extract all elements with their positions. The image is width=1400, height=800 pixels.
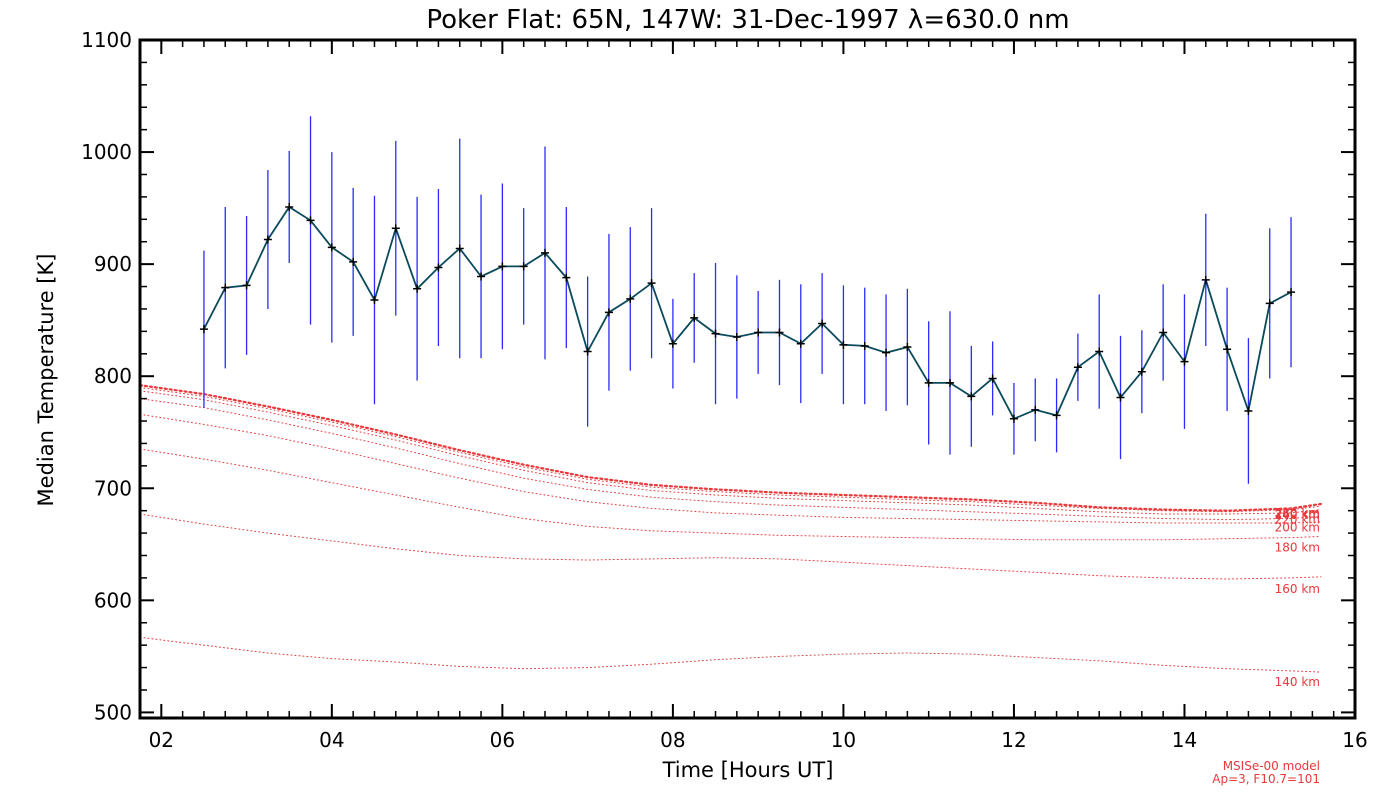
- data-point: [647, 279, 656, 288]
- data-point: [263, 235, 272, 244]
- y-tick-label: 900: [94, 252, 132, 276]
- model-curve: [139, 386, 1322, 513]
- model-note-line-1: MSISe-00 model: [1223, 759, 1320, 773]
- altitude-label: 280 km: [1275, 506, 1320, 520]
- model-curve: [139, 636, 1322, 673]
- data-point: [242, 281, 251, 290]
- x-tick-label: 08: [660, 728, 685, 752]
- data-point: [1095, 347, 1104, 356]
- data-point: [221, 283, 230, 292]
- data-point: [1287, 288, 1296, 297]
- altitude-label: 240 km: [1275, 508, 1320, 522]
- data-point: [349, 257, 358, 266]
- y-tick-label: 1100: [81, 28, 132, 52]
- data-point: [455, 244, 464, 253]
- series-line: [203, 205, 1292, 420]
- data-point: [1180, 357, 1189, 366]
- data-point: [306, 216, 315, 225]
- data-point: [988, 374, 997, 383]
- x-tick-label: 02: [149, 728, 174, 752]
- data-point: [1031, 405, 1040, 414]
- data-point: [754, 328, 763, 337]
- data-point: [1052, 411, 1061, 420]
- data-point: [839, 340, 848, 349]
- data-point: [370, 295, 379, 304]
- y-axis-label: Median Temperature [K]: [34, 254, 58, 507]
- data-point: [1201, 275, 1210, 284]
- model-curve: [139, 413, 1322, 524]
- y-tick-label: 1000: [81, 140, 132, 164]
- data-point: [775, 328, 784, 337]
- data-point: [1137, 367, 1146, 376]
- data-point: [391, 224, 400, 233]
- data-point: [626, 294, 635, 303]
- x-axis-label: Time [Hours UT]: [662, 758, 834, 782]
- y-tick-label: 500: [94, 700, 132, 724]
- data-point: [199, 325, 208, 334]
- data-point: [1073, 363, 1082, 372]
- data-point: [541, 248, 549, 257]
- data-point: [477, 272, 486, 281]
- x-tick-label: 06: [490, 728, 515, 752]
- y-tick-label: 700: [94, 476, 132, 500]
- data-point: [882, 348, 891, 357]
- model-curve: [138, 384, 1323, 512]
- chart-title: Poker Flat: 65N, 147W: 31-Dec-1997 λ=630…: [426, 5, 1069, 35]
- data-point: [562, 273, 571, 282]
- altitude-label: 160 km: [1275, 582, 1320, 596]
- data-point: [690, 313, 699, 322]
- data-point: [519, 262, 528, 271]
- data-point: [1009, 414, 1018, 423]
- plot-frame: [138, 38, 1357, 720]
- altitude-label: 200 km: [1275, 521, 1320, 535]
- data-point: [818, 319, 827, 328]
- data-point: [434, 263, 443, 272]
- x-tick-label: 14: [1172, 728, 1197, 752]
- data-point: [796, 339, 805, 348]
- data-point: [1265, 299, 1274, 308]
- data-point: [924, 378, 933, 387]
- x-tick-label: 12: [1001, 728, 1026, 752]
- data-point: [1159, 328, 1168, 337]
- altitude-label: 140 km: [1275, 675, 1320, 689]
- data-point: [285, 202, 294, 211]
- model-curve: [139, 513, 1322, 580]
- y-tick-label: 600: [94, 588, 132, 612]
- data-point: [711, 329, 720, 338]
- y-tick-label: 800: [94, 364, 132, 388]
- altitude-label: 220 km: [1275, 513, 1320, 527]
- altitude-label: 260 km: [1275, 507, 1320, 521]
- data-point: [1223, 345, 1232, 354]
- data-point: [668, 339, 677, 348]
- data-point: [903, 343, 912, 352]
- data-point: [860, 341, 869, 350]
- model-curve: [139, 448, 1322, 541]
- x-tick-label: 10: [831, 728, 856, 752]
- data-point: [327, 243, 336, 252]
- data-point: [946, 378, 954, 387]
- x-tick-label: 16: [1342, 728, 1367, 752]
- model-curve: [139, 390, 1322, 515]
- measured-series: [199, 116, 1296, 484]
- data-point: [413, 284, 422, 293]
- axes: 02 04 06 08 10 12 14 16 500 600 700 800 900 1000 1100: [81, 28, 1368, 752]
- data-point: [583, 347, 592, 356]
- data-point: [732, 332, 741, 341]
- x-tick-label: 04: [319, 728, 344, 752]
- data-point: [1116, 393, 1125, 402]
- data-point: [604, 308, 613, 317]
- model-note-line-2: Ap=3, F10.7=101: [1212, 772, 1320, 786]
- data-point: [967, 392, 976, 401]
- altitude-label: 180 km: [1275, 541, 1320, 555]
- data-point: [1244, 406, 1253, 415]
- data-point: [498, 262, 507, 271]
